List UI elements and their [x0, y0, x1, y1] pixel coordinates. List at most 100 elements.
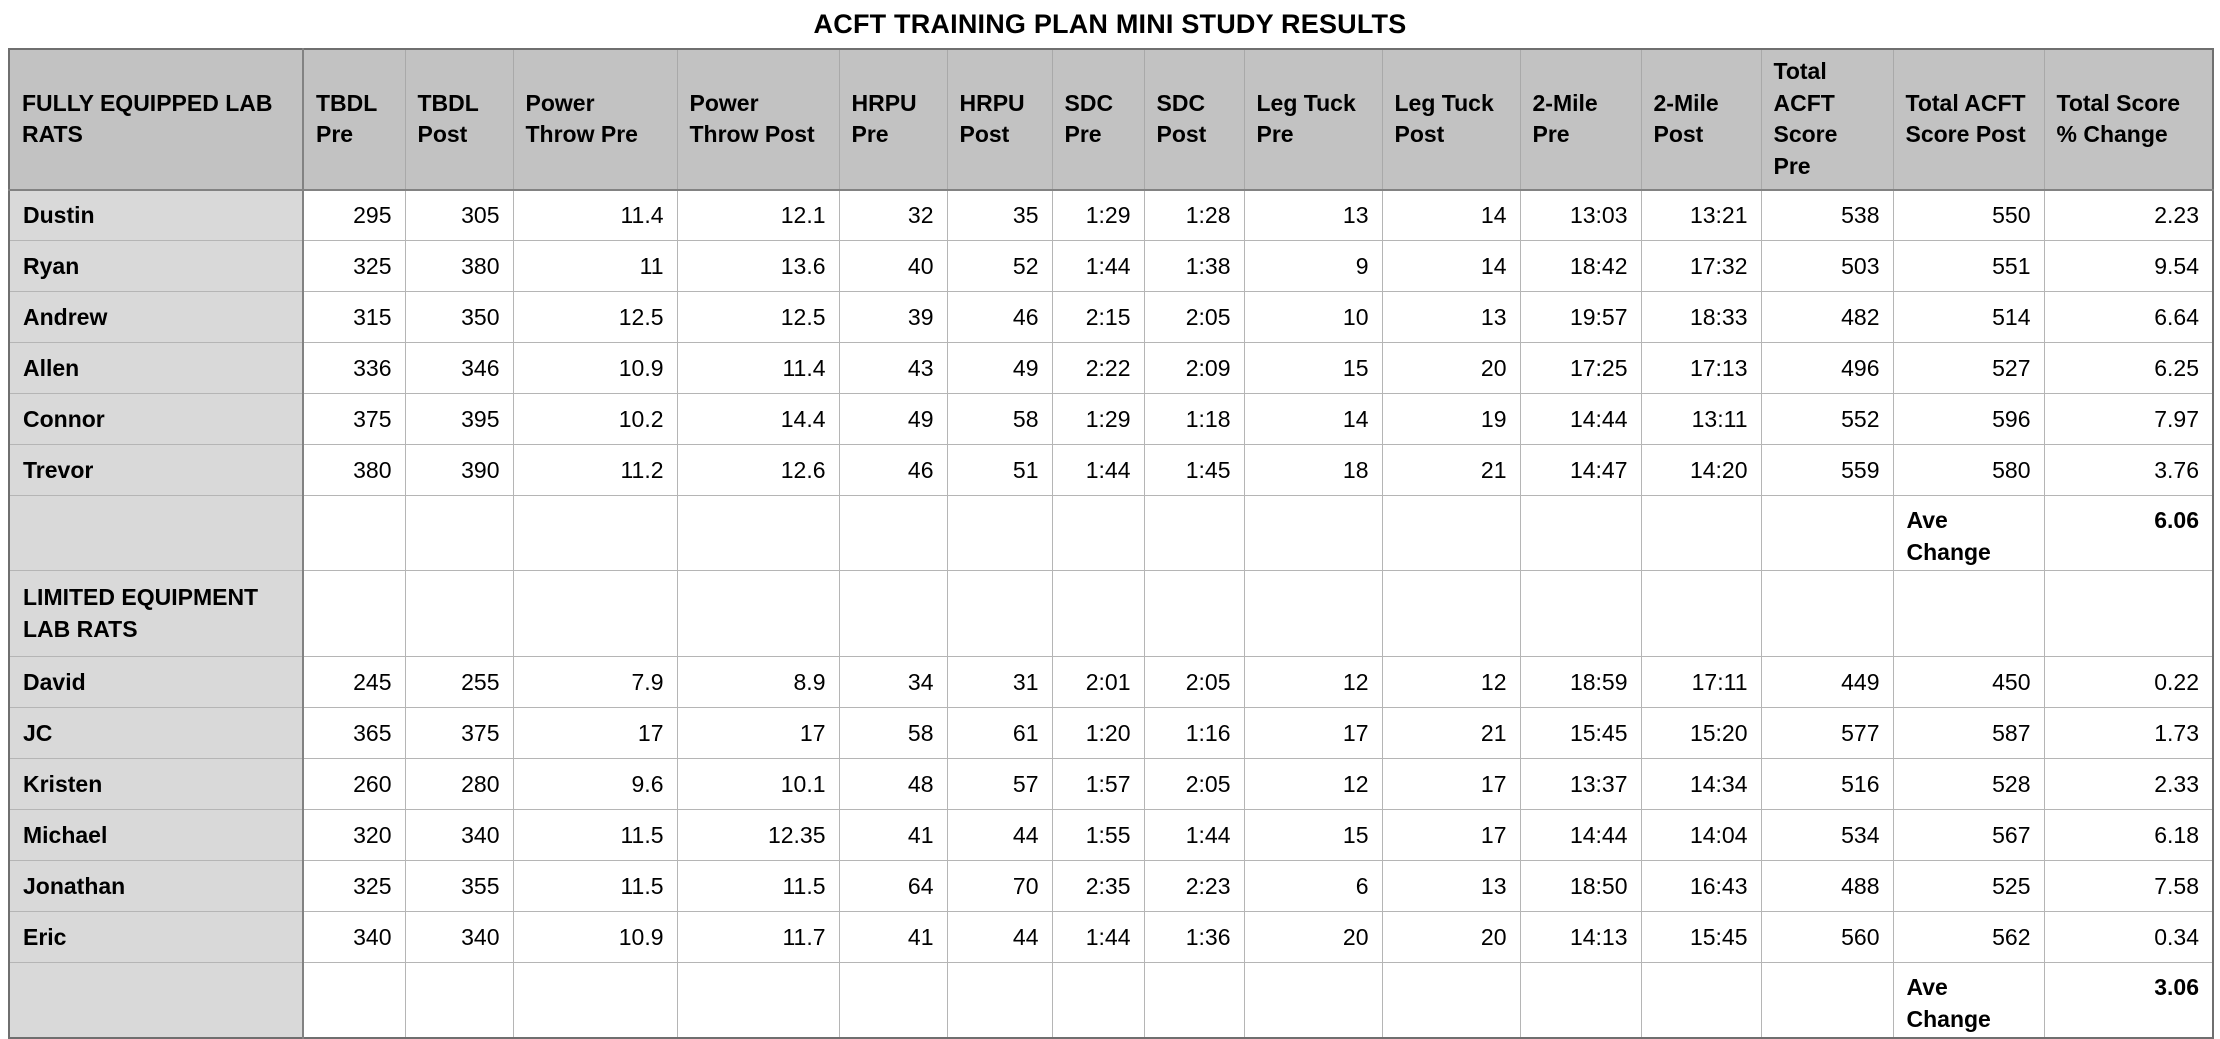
empty-cell — [512, 570, 678, 658]
value-cell: 395 — [404, 393, 514, 446]
value-cell: 587 — [1892, 707, 2045, 760]
column-header-0: FULLY EQUIPPED LAB RATS — [8, 48, 304, 191]
value-cell: 10.9 — [512, 911, 678, 964]
value-cell: 13:03 — [1519, 189, 1642, 242]
value-cell: 17 — [676, 707, 840, 760]
value-cell: 340 — [302, 911, 406, 964]
value-cell: 1:16 — [1143, 707, 1245, 760]
empty-cell — [1243, 495, 1383, 572]
value-cell: 2:05 — [1143, 656, 1245, 709]
table-row: Eric 340 340 10.9 11.7 41 44 1:44 1:36 20 20 14:13 1… — [8, 911, 2214, 964]
value-cell: 596 — [1892, 393, 2045, 446]
name-cell: Ryan — [8, 240, 304, 293]
value-cell: 0.22 — [2043, 656, 2214, 709]
value-cell: 14.4 — [676, 393, 840, 446]
value-cell: 20 — [1381, 911, 1521, 964]
column-header-12: 2-Mile Post — [1640, 48, 1762, 191]
value-cell: 14:20 — [1640, 444, 1762, 497]
value-cell: 58 — [946, 393, 1053, 446]
value-cell: 488 — [1760, 860, 1894, 913]
section-header-row: LIMITED EQUIPMENT LAB RATS — [8, 570, 2214, 658]
empty-cell — [1381, 962, 1521, 1039]
value-cell: 375 — [404, 707, 514, 760]
value-cell: 6 — [1243, 860, 1383, 913]
value-cell: 41 — [838, 911, 948, 964]
table-row: David 245 255 7.9 8.9 34 31 2:01 2:05 12 12 18:59 17… — [8, 656, 2214, 709]
column-header-10: Leg Tuck Post — [1381, 48, 1521, 191]
value-cell: 3.76 — [2043, 444, 2214, 497]
value-cell: 559 — [1760, 444, 1894, 497]
empty-cell — [676, 495, 840, 572]
value-cell: 10 — [1243, 291, 1383, 344]
name-cell: Connor — [8, 393, 304, 446]
value-cell: 1:44 — [1051, 444, 1145, 497]
empty-cell — [1143, 495, 1245, 572]
value-cell: 11 — [512, 240, 678, 293]
table-row: Jonathan 325 355 11.5 11.5 64 70 2:35 2:23 6 13 18:… — [8, 860, 2214, 913]
value-cell: 52 — [946, 240, 1053, 293]
empty-cell — [838, 570, 948, 658]
value-cell: 34 — [838, 656, 948, 709]
value-cell: 503 — [1760, 240, 1894, 293]
value-cell: 19 — [1381, 393, 1521, 446]
value-cell: 14:34 — [1640, 758, 1762, 811]
value-cell: 58 — [838, 707, 948, 760]
results-table-head: FULLY EQUIPPED LAB RATS TBDL Pre TBDL Post… — [8, 48, 2214, 191]
value-cell: 340 — [404, 911, 514, 964]
value-cell: 11.4 — [676, 342, 840, 395]
value-cell: 21 — [1381, 444, 1521, 497]
value-cell: 11.4 — [512, 189, 678, 242]
value-cell: 17:25 — [1519, 342, 1642, 395]
name-cell: David — [8, 656, 304, 709]
value-cell: 12 — [1243, 758, 1383, 811]
ave-change-value: 3.06 — [2043, 962, 2214, 1039]
value-cell: 496 — [1760, 342, 1894, 395]
value-cell: 2:05 — [1143, 758, 1245, 811]
value-cell: 295 — [302, 189, 406, 242]
empty-cell — [1519, 570, 1642, 658]
value-cell: 340 — [404, 809, 514, 862]
value-cell: 13:21 — [1640, 189, 1762, 242]
value-cell: 12.5 — [676, 291, 840, 344]
value-cell: 2:01 — [1051, 656, 1145, 709]
value-cell: 64 — [838, 860, 948, 913]
value-cell: 0.34 — [2043, 911, 2214, 964]
summary-row: Ave Change 6.06 — [8, 495, 2214, 572]
empty-cell — [512, 495, 678, 572]
value-cell: 580 — [1892, 444, 2045, 497]
table-row: Dustin 295 305 11.4 12.1 32 35 1:29 1:28 13 14 13:0… — [8, 189, 2214, 242]
value-cell: 20 — [1243, 911, 1383, 964]
name-cell: Jonathan — [8, 860, 304, 913]
value-cell: 2:05 — [1143, 291, 1245, 344]
value-cell: 14:44 — [1519, 809, 1642, 862]
column-header-11: 2-Mile Pre — [1519, 48, 1642, 191]
value-cell: 14:44 — [1519, 393, 1642, 446]
empty-cell — [838, 962, 948, 1039]
empty-cell — [404, 570, 514, 658]
value-cell: 577 — [1760, 707, 1894, 760]
value-cell: 2:23 — [1143, 860, 1245, 913]
value-cell: 350 — [404, 291, 514, 344]
empty-cell — [1143, 570, 1245, 658]
value-cell: 355 — [404, 860, 514, 913]
empty-cell — [1760, 570, 1894, 658]
value-cell: 17 — [1381, 758, 1521, 811]
ave-change-value: 6.06 — [2043, 495, 2214, 572]
value-cell: 1:29 — [1051, 393, 1145, 446]
value-cell: 380 — [404, 240, 514, 293]
value-cell: 560 — [1760, 911, 1894, 964]
value-cell: 14:47 — [1519, 444, 1642, 497]
value-cell: 482 — [1760, 291, 1894, 344]
empty-cell — [302, 962, 406, 1039]
value-cell: 1:55 — [1051, 809, 1145, 862]
column-header-8: SDC Post — [1143, 48, 1245, 191]
value-cell: 31 — [946, 656, 1053, 709]
name-cell: JC — [8, 707, 304, 760]
header-row: FULLY EQUIPPED LAB RATS TBDL Pre TBDL Post… — [8, 48, 2214, 191]
column-header-3: Power Throw Pre — [512, 48, 678, 191]
empty-cell — [1243, 570, 1383, 658]
value-cell: 2.33 — [2043, 758, 2214, 811]
value-cell: 7.9 — [512, 656, 678, 709]
value-cell: 18:59 — [1519, 656, 1642, 709]
name-cell: Eric — [8, 911, 304, 964]
